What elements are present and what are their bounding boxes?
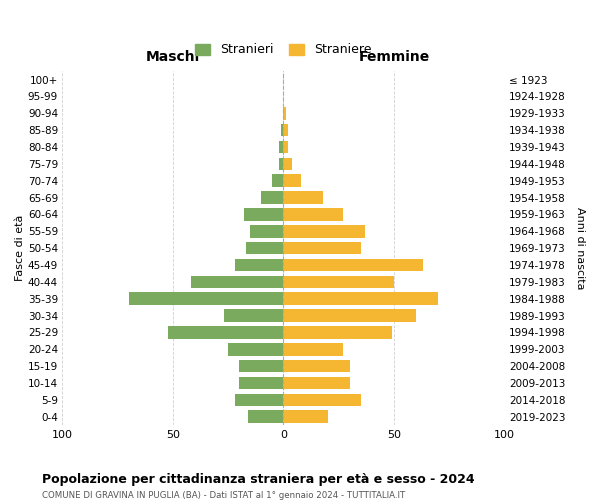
Bar xyxy=(281,124,283,136)
Bar xyxy=(191,276,283,288)
Bar xyxy=(283,343,343,355)
Bar xyxy=(279,158,283,170)
Bar xyxy=(283,174,301,187)
Y-axis label: Anni di nascita: Anni di nascita xyxy=(575,207,585,290)
Bar xyxy=(239,360,283,372)
Bar xyxy=(283,107,286,120)
Bar xyxy=(250,225,283,237)
Bar xyxy=(283,140,288,153)
Bar xyxy=(283,360,350,372)
Legend: Stranieri, Straniere: Stranieri, Straniere xyxy=(190,38,376,62)
Bar xyxy=(283,191,323,204)
Bar xyxy=(244,208,283,220)
Bar xyxy=(283,326,392,338)
Bar xyxy=(283,208,343,220)
Bar xyxy=(261,191,283,204)
Bar xyxy=(235,394,283,406)
Bar xyxy=(283,158,292,170)
Bar xyxy=(239,376,283,390)
Bar xyxy=(283,410,328,423)
Text: Maschi: Maschi xyxy=(146,50,200,64)
Bar xyxy=(169,326,283,338)
Text: Femmine: Femmine xyxy=(358,50,430,64)
Bar xyxy=(283,376,350,390)
Y-axis label: Fasce di età: Fasce di età xyxy=(15,215,25,282)
Bar xyxy=(283,225,365,237)
Text: COMUNE DI GRAVINA IN PUGLIA (BA) - Dati ISTAT al 1° gennaio 2024 - TUTTITALIA.IT: COMUNE DI GRAVINA IN PUGLIA (BA) - Dati … xyxy=(42,491,405,500)
Bar xyxy=(279,140,283,153)
Bar xyxy=(235,258,283,272)
Bar xyxy=(128,292,283,305)
Bar xyxy=(248,410,283,423)
Bar xyxy=(283,124,288,136)
Text: Popolazione per cittadinanza straniera per età e sesso - 2024: Popolazione per cittadinanza straniera p… xyxy=(42,472,475,486)
Bar xyxy=(283,276,394,288)
Bar xyxy=(272,174,283,187)
Bar xyxy=(228,343,283,355)
Bar xyxy=(224,309,283,322)
Bar xyxy=(283,258,423,272)
Bar xyxy=(246,242,283,254)
Bar xyxy=(283,394,361,406)
Bar xyxy=(283,309,416,322)
Bar xyxy=(283,242,361,254)
Bar xyxy=(283,292,438,305)
